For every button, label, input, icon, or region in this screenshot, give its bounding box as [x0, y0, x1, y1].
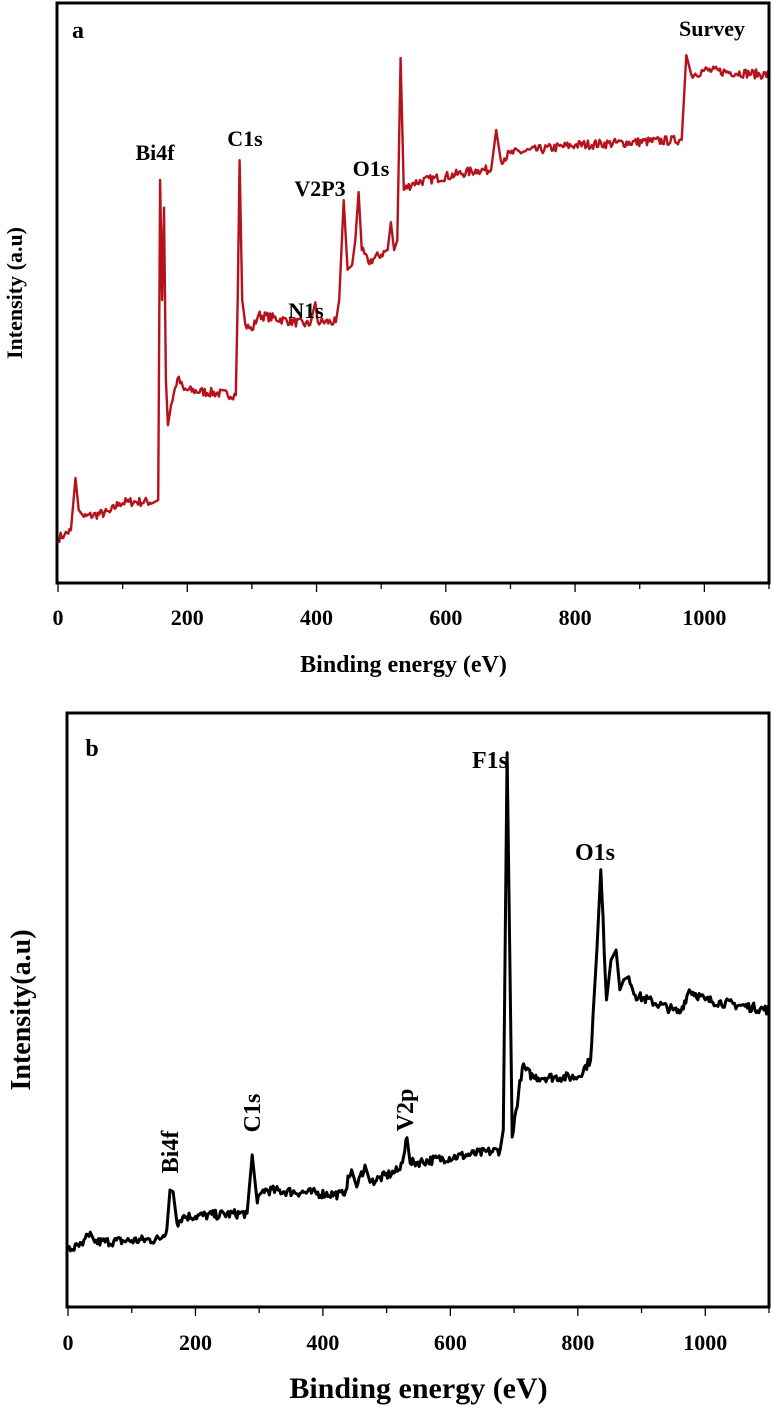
x-tick-label: 400 — [300, 605, 333, 630]
x-tick-label: 0 — [63, 1330, 74, 1355]
peak-annotation: C1s — [227, 126, 263, 151]
x-axis-label: Binding energy (eV) — [300, 652, 507, 678]
x-tick-label: 1000 — [683, 1330, 727, 1355]
series-line — [56, 54, 771, 543]
panel-label: b — [85, 736, 98, 762]
chart-panel-b: 0 200 400 600 800 1000 Binding energy (eV) Inte… — [6, 711, 771, 1405]
x-tick-label: 0 — [53, 605, 64, 630]
peak-annotation: Bi4f — [135, 140, 175, 165]
x-tick-label: 200 — [179, 1330, 212, 1355]
plot-frame — [65, 711, 771, 1309]
x-tick-label: 200 — [171, 605, 204, 630]
x-tick-label: 800 — [559, 605, 592, 630]
chart-panel-a: 0 200 400 600 800 1000 Binding energy (eV) Inte… — [2, 1, 771, 678]
plot-frame — [55, 1, 771, 585]
peak-annotation: N1s — [288, 298, 324, 323]
peak-annotation: F1s — [472, 748, 508, 774]
x-tick-label: 600 — [429, 605, 462, 630]
x-tick-label: 400 — [306, 1330, 339, 1355]
y-axis-label: Intensity(a.u) — [6, 929, 37, 1090]
peak-annotation: Bi4f — [158, 1130, 184, 1174]
peak-annotation: O1s — [575, 840, 615, 866]
legend-text: Survey — [679, 16, 745, 41]
x-tick-label: 600 — [434, 1330, 467, 1355]
y-axis-label: Intensity (a.u) — [2, 227, 27, 359]
series-line — [66, 751, 771, 1253]
x-tick-label: 1000 — [682, 605, 726, 630]
peak-annotation: V2P3 — [294, 176, 345, 201]
peak-annotation: C1s — [240, 1094, 266, 1133]
x-tick-label: 800 — [561, 1330, 594, 1355]
peak-annotation: O1s — [353, 156, 390, 181]
panel-label: a — [72, 18, 84, 44]
x-axis-label: Binding energy (eV) — [289, 1372, 547, 1405]
peak-annotation: V2p — [393, 1089, 419, 1132]
